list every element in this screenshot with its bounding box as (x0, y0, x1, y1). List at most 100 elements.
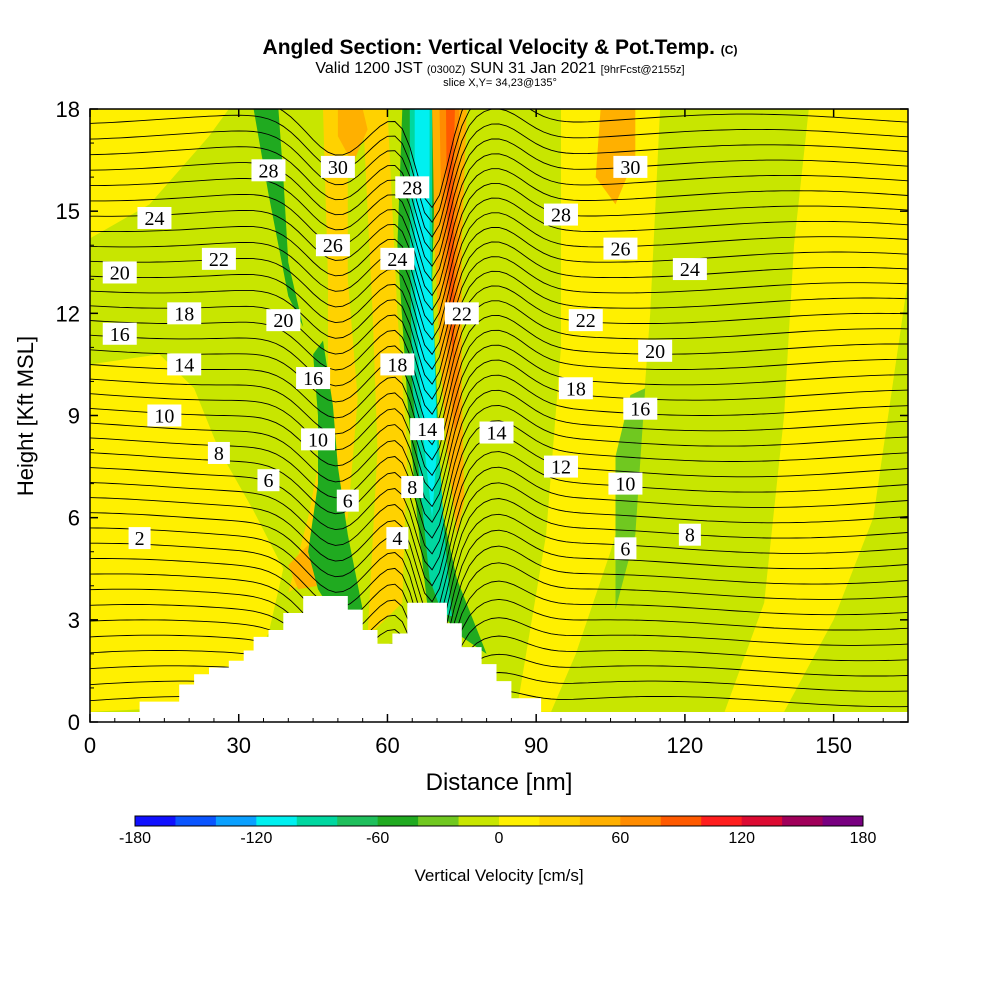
isentrope-label: 22 (568, 309, 603, 332)
isentrope-label-box (395, 176, 430, 199)
isentrope-label: 24 (137, 206, 172, 230)
isentrope-label: 16 (102, 322, 137, 346)
terrain (90, 596, 908, 722)
isentrope-label-box (678, 523, 701, 546)
isentrope-label-text: 20 (645, 341, 665, 363)
isentrope-label-text: 14 (487, 423, 507, 445)
isentrope-label-text: 16 (303, 368, 323, 390)
isentrope-line (90, 482, 908, 619)
isentrope-label-box (558, 377, 593, 400)
forecast-info: [9hrFcst@2155z] (600, 64, 685, 76)
isentrope-line (90, 513, 908, 651)
colorbar-swatch (701, 816, 743, 826)
isentrope-label: 20 (102, 261, 137, 284)
isentrope-label: 14 (410, 418, 445, 441)
colorbar-swatch (135, 816, 176, 826)
isentrope-label: 12 (543, 455, 578, 479)
colorbar-tick-label: -120 (240, 830, 272, 847)
isentrope-label-box (603, 237, 638, 260)
isentrope-line (90, 653, 908, 722)
isentrope-label-text: 24 (387, 249, 407, 271)
isentrope-label-box (320, 155, 355, 178)
colorbar-swatch (539, 816, 581, 826)
isentrope-label-text: 24 (144, 208, 164, 230)
terrain-profile (139, 596, 542, 722)
isentrope-label: 28 (395, 176, 430, 199)
y-tick-label: 6 (68, 506, 80, 531)
isentrope-label: 22 (201, 247, 236, 271)
updraft-band-left-upper (90, 109, 229, 239)
isentrope-line (90, 617, 908, 721)
isentrope-line (90, 498, 908, 635)
isentrope-label: 6 (257, 469, 280, 492)
downdraft-core-cyan (414, 109, 437, 518)
colorbar-swatch (741, 816, 783, 826)
y-tick-label: 12 (56, 301, 80, 326)
isentrope-label-text: 14 (174, 354, 194, 376)
y-tick-label: 9 (68, 404, 80, 429)
isentrope-label-text: 16 (630, 399, 650, 421)
colorbar-frame (134, 815, 864, 827)
isentrope-label: 28 (543, 203, 578, 227)
isentrope-label: 10 (608, 472, 643, 496)
x-tick-label: 0 (84, 733, 96, 758)
isentrope-label-text: 6 (263, 470, 273, 492)
x-tick-label: 150 (815, 733, 852, 758)
downdraft-mid (308, 340, 363, 637)
isentrope-line (90, 138, 908, 267)
y-tick-label: 0 (68, 710, 80, 735)
isentrope-label: 14 (167, 353, 202, 376)
isentrope-label-box (386, 527, 409, 550)
x-tick-label: 30 (226, 733, 250, 758)
isentrope-label-text: 18 (566, 378, 586, 400)
isentrope-label-text: 8 (407, 477, 417, 499)
isentrope-label: 18 (558, 377, 593, 400)
isentrope-line (90, 598, 908, 713)
valid-time-prefix: Valid 1200 JST (315, 60, 423, 77)
isentrope-label: 4 (386, 527, 409, 550)
chart-title: Angled Section: Vertical Velocity & Pot.… (0, 36, 1000, 60)
isentrope-label: 24 (380, 247, 415, 271)
isentrope-line (90, 256, 908, 385)
slice-info: slice X,Y= 34,23@135° (443, 77, 557, 89)
isentrope-label: 8 (207, 441, 230, 465)
isentrope-line (90, 109, 908, 223)
isentrope-label-text: 22 (209, 249, 229, 271)
colorbar-swatch (822, 816, 864, 826)
isentrope-label-text: 16 (110, 324, 130, 346)
isentrope-label-box (380, 353, 415, 376)
isentrope-label: 18 (167, 302, 202, 325)
isentrope-line (90, 344, 908, 477)
isentrope-label-box (479, 421, 514, 444)
isentrope-label: 20 (638, 339, 673, 363)
isentrope-label: 10 (301, 428, 336, 451)
isentrope-line (90, 529, 908, 667)
isentrope-label-box (257, 469, 280, 492)
isentrope-label-box (251, 159, 286, 182)
isentrope-line (90, 123, 908, 253)
colorbar: -180 -120 -60 0 60 120 180 (119, 815, 877, 847)
isentrope-label-text: 30 (328, 157, 348, 179)
isentrope-line (90, 300, 908, 431)
isentrope-label: 30 (613, 155, 648, 179)
isentrope-label-box (167, 353, 202, 376)
isentrope-line (90, 168, 908, 297)
isentrope-label-text: 24 (680, 259, 700, 281)
colorbar-swatch (337, 816, 379, 826)
colorbar-swatch (458, 816, 500, 826)
isentrope-label-text: 22 (576, 310, 596, 332)
isentrope-label-text: 20 (273, 310, 293, 332)
isentrope-label-box (315, 234, 350, 257)
isentrope-label-text: 10 (154, 406, 174, 428)
isentrope-line (90, 580, 908, 705)
isentrope-line (90, 545, 908, 683)
isentrope-label-text: 6 (343, 491, 353, 513)
isentrope-label: 2 (128, 527, 151, 550)
colorbar-swatch (620, 816, 662, 826)
isentrope-label-box (410, 418, 445, 441)
isentrope-label-text: 6 (620, 538, 630, 560)
isentrope-label-box (137, 206, 172, 229)
colorbar-tick-label: 180 (850, 830, 877, 847)
